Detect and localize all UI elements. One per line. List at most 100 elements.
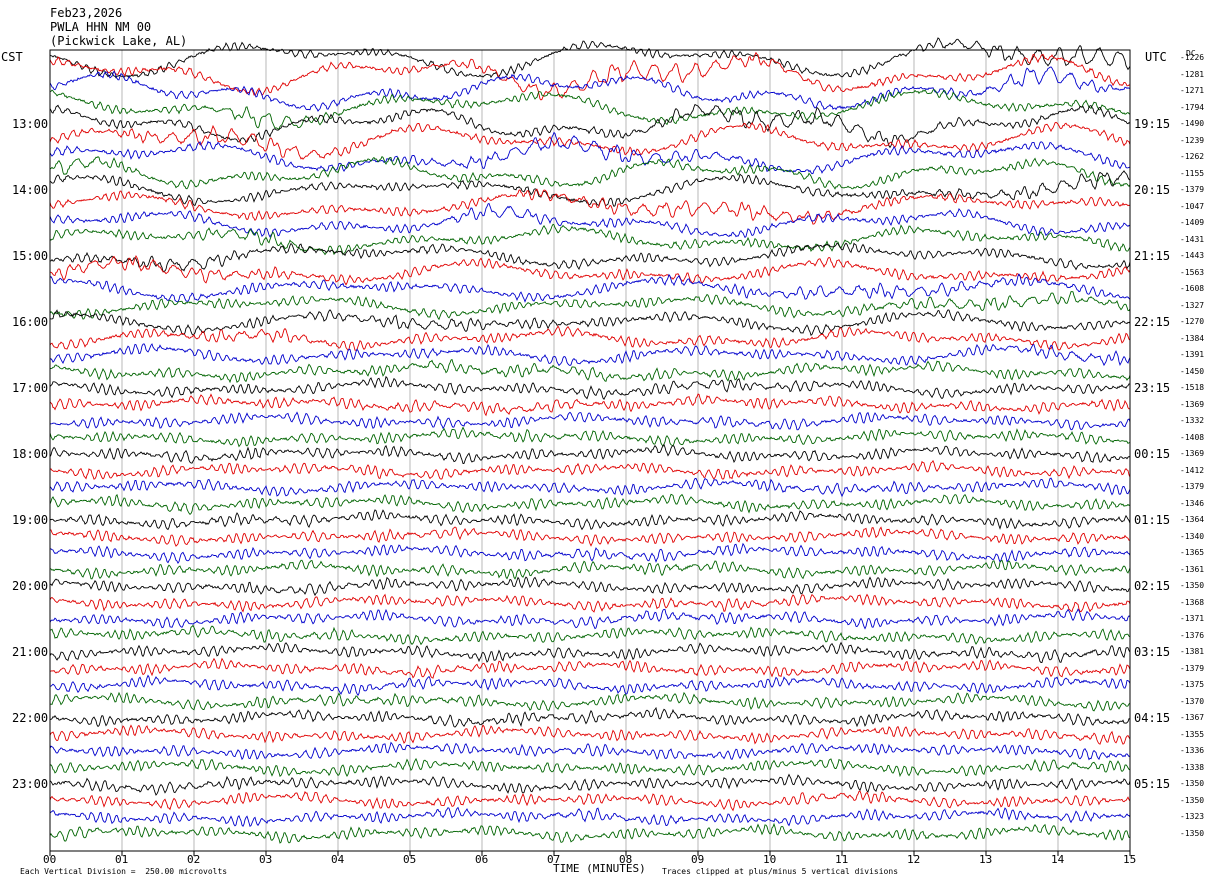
dc-offset-header: DC: [1186, 49, 1196, 58]
right-hour-label: 19:15: [1134, 117, 1171, 131]
left-hour-label: 23:00: [12, 777, 49, 791]
right-timezone-label: UTC: [1145, 50, 1167, 64]
dc-offset-label: -1336: [1180, 746, 1205, 755]
dc-offset-label: -1340: [1180, 531, 1205, 541]
seismic-trace: [49, 706, 1131, 728]
right-hour-label: 20:15: [1134, 183, 1171, 197]
left-hour-label: 14:00: [12, 183, 49, 197]
x-tick-label: 13: [979, 853, 993, 866]
seismic-trace: [49, 121, 1131, 160]
dc-offset-label: -1338: [1180, 762, 1205, 772]
dc-offset-label: -1794: [1180, 102, 1205, 112]
dc-offset-label: -1563: [1180, 267, 1205, 277]
dc-offset-label: -1270: [1180, 317, 1205, 326]
dc-offset-label: -1431: [1180, 234, 1205, 244]
chart-title-location: (Pickwick Lake, AL): [50, 34, 188, 48]
x-tick-label: 06: [475, 853, 489, 866]
seismic-trace: [49, 254, 1131, 286]
dc-offset-label: -1379: [1180, 185, 1205, 194]
dc-offset-label: -1365: [1180, 548, 1205, 557]
seismic-trace: [49, 170, 1131, 208]
dc-offset-label: -1350: [1180, 795, 1205, 805]
right-hour-label: 23:15: [1134, 381, 1171, 395]
x-axis-ticks: [49, 851, 1131, 856]
x-tick-label: 07: [547, 853, 561, 866]
seismic-trace: [49, 375, 1131, 400]
dc-offset-label: -1361: [1180, 564, 1205, 574]
seismic-trace: [49, 37, 1131, 79]
x-tick-label: 15: [1123, 853, 1137, 866]
dc-offset-label: -1323: [1180, 812, 1205, 821]
dc-offset-label: -1350: [1180, 581, 1205, 590]
dc-offset-label: -1371: [1180, 614, 1205, 623]
seismic-trace: [49, 593, 1131, 613]
dc-offset-label: -1391: [1180, 350, 1205, 359]
seismic-trace: [49, 411, 1131, 431]
seismic-trace: [49, 493, 1131, 516]
seismic-trace: [49, 757, 1131, 778]
dc-offset-label: -1443: [1180, 251, 1205, 260]
dc-offset-label: -1047: [1180, 201, 1205, 211]
seismic-trace: [49, 273, 1131, 303]
seismic-trace: [49, 822, 1131, 844]
dc-offset-label: -1271: [1180, 86, 1205, 95]
x-tick-label: 14: [1051, 853, 1065, 866]
right-hour-label: 00:15: [1134, 447, 1171, 461]
left-hour-label: 15:00: [12, 249, 49, 263]
dc-offset-label: -1379: [1180, 482, 1205, 491]
seismic-trace: [49, 641, 1131, 663]
dc-offset-label: -1409: [1180, 218, 1205, 227]
dc-offset-label: -1350: [1180, 779, 1205, 788]
chart-title-date: Feb23,2026: [50, 6, 123, 20]
trace-group: [49, 37, 1131, 844]
dc-offset-label: -1490: [1180, 119, 1205, 128]
dc-offset-label: -1355: [1180, 729, 1205, 739]
left-hour-label: 18:00: [12, 447, 49, 461]
right-hour-label: 02:15: [1134, 579, 1171, 593]
dc-offset-label: -1384: [1180, 333, 1205, 343]
left-hour-label: 20:00: [12, 579, 49, 593]
seismic-trace: [49, 393, 1131, 417]
seismic-trace: [49, 202, 1131, 239]
seismic-trace: [49, 459, 1131, 480]
left-hour-label: 19:00: [12, 513, 49, 527]
dc-offset-label: -1379: [1180, 663, 1205, 673]
seismic-trace: [49, 657, 1131, 679]
dc-offset-label: -1262: [1180, 152, 1205, 161]
seismic-trace: [49, 724, 1131, 745]
dc-offset-label: -1369: [1180, 399, 1205, 409]
seismic-trace: [49, 242, 1131, 273]
right-hour-label: 01:15: [1134, 513, 1171, 527]
seismic-trace: [49, 343, 1131, 367]
seismic-trace: [49, 773, 1131, 796]
dc-offset-label: -1412: [1180, 465, 1205, 475]
dc-offset-label: -1370: [1180, 696, 1205, 706]
seismic-trace: [49, 624, 1131, 646]
seismic-trace: [49, 477, 1131, 498]
left-hour-label: 17:00: [12, 381, 49, 395]
dc-offset-label: -1239: [1180, 135, 1205, 145]
seismic-trace: [49, 559, 1131, 580]
dc-offset-label: -1376: [1180, 630, 1205, 640]
dc-offset-label: -1364: [1180, 515, 1205, 524]
clipping-note: Traces clipped at plus/minus 5 vertical …: [662, 867, 899, 876]
x-tick-label: 04: [331, 853, 345, 866]
seismic-trace: [49, 51, 1130, 101]
x-tick-label: 09: [691, 853, 705, 866]
dc-offset-label: -1518: [1180, 383, 1205, 392]
seismic-trace: [49, 325, 1131, 352]
dc-offset-label: -1155: [1180, 168, 1205, 178]
seismic-trace: [49, 741, 1131, 761]
seismic-trace: [49, 608, 1131, 630]
left-hour-label: 16:00: [12, 315, 49, 329]
x-tick-label: 10: [763, 853, 777, 866]
seismic-trace: [49, 223, 1131, 256]
x-tick-label: 08: [619, 853, 633, 866]
right-hour-label: 04:15: [1134, 711, 1171, 725]
seismic-trace: [49, 291, 1131, 321]
seismic-trace: [49, 66, 1131, 112]
seismic-trace: [49, 806, 1131, 828]
right-hour-label: 21:15: [1134, 249, 1171, 263]
dc-offset-label: -1350: [1180, 828, 1205, 838]
dc-offset-label: -1226: [1180, 53, 1205, 62]
